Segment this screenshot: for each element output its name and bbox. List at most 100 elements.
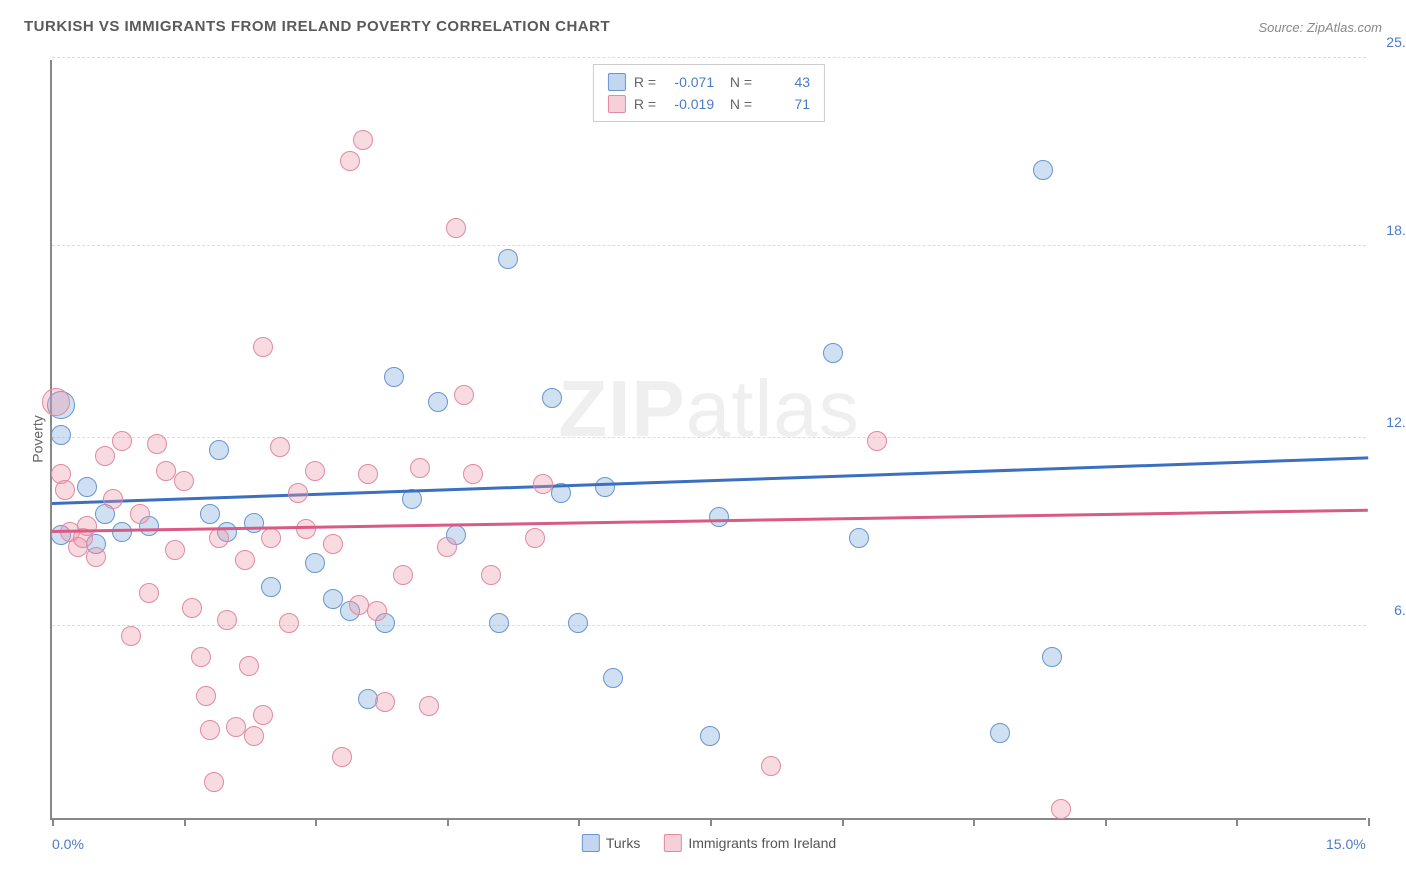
x-tick: [1105, 818, 1107, 826]
gridline-horizontal: [52, 57, 1366, 58]
data-point: [209, 440, 229, 460]
data-point: [1033, 160, 1053, 180]
data-point: [51, 425, 71, 445]
y-tick-label: 18.8%: [1386, 222, 1406, 238]
data-point: [200, 720, 220, 740]
data-point: [489, 613, 509, 633]
data-point: [239, 656, 259, 676]
data-point: [419, 696, 439, 716]
data-point: [761, 756, 781, 776]
legend-item: Immigrants from Ireland: [664, 834, 836, 852]
x-tick: [973, 818, 975, 826]
legend-row: R = -0.071 N = 43: [608, 71, 810, 93]
data-point: [55, 480, 75, 500]
legend-label: Immigrants from Ireland: [688, 835, 836, 851]
gridline-horizontal: [52, 437, 1366, 438]
data-point: [103, 489, 123, 509]
legend-label: Turks: [606, 835, 640, 851]
data-point: [165, 540, 185, 560]
data-point: [867, 431, 887, 451]
data-point: [428, 392, 448, 412]
data-point: [42, 388, 70, 416]
data-point: [147, 434, 167, 454]
legend-n-value: 43: [762, 74, 810, 90]
legend-swatch-blue: [608, 73, 626, 91]
data-point: [217, 610, 237, 630]
data-point: [191, 647, 211, 667]
legend-r-label: R =: [634, 74, 656, 90]
data-point: [990, 723, 1010, 743]
data-point: [261, 528, 281, 548]
data-point: [849, 528, 869, 548]
data-point: [279, 613, 299, 633]
legend-n-value: 71: [762, 96, 810, 112]
trend-line: [52, 457, 1368, 505]
data-point: [77, 516, 97, 536]
data-point: [410, 458, 430, 478]
source-attribution: Source: ZipAtlas.com: [1258, 20, 1382, 35]
legend-swatch-pink: [608, 95, 626, 113]
data-point: [437, 537, 457, 557]
data-point: [393, 565, 413, 585]
data-point: [367, 601, 387, 621]
data-point: [174, 471, 194, 491]
data-point: [112, 431, 132, 451]
legend-swatch-blue: [582, 834, 600, 852]
data-point: [700, 726, 720, 746]
data-point: [568, 613, 588, 633]
data-point: [139, 583, 159, 603]
correlation-legend: R = -0.071 N = 43 R = -0.019 N = 71: [593, 64, 825, 122]
data-point: [533, 474, 553, 494]
data-point: [323, 534, 343, 554]
data-point: [121, 626, 141, 646]
data-point: [305, 553, 325, 573]
data-point: [182, 598, 202, 618]
data-point: [542, 388, 562, 408]
data-point: [200, 504, 220, 524]
legend-r-value: -0.071: [666, 74, 714, 90]
data-point: [454, 385, 474, 405]
x-tick: [1236, 818, 1238, 826]
x-tick: [184, 818, 186, 826]
legend-item: Turks: [582, 834, 640, 852]
data-point: [323, 589, 343, 609]
x-tick: [710, 818, 712, 826]
data-point: [332, 747, 352, 767]
chart-title: TURKISH VS IMMIGRANTS FROM IRELAND POVER…: [24, 18, 610, 35]
data-point: [296, 519, 316, 539]
data-point: [77, 477, 97, 497]
x-tick: [578, 818, 580, 826]
data-point: [204, 772, 224, 792]
data-point: [235, 550, 255, 570]
series-legend: Turks Immigrants from Ireland: [582, 834, 836, 852]
gridline-horizontal: [52, 245, 1366, 246]
data-point: [595, 477, 615, 497]
x-tick: [315, 818, 317, 826]
y-axis-label: Poverty: [30, 415, 46, 462]
watermark: ZIPatlas: [558, 363, 859, 455]
legend-swatch-pink: [664, 834, 682, 852]
data-point: [244, 513, 264, 533]
data-point: [358, 464, 378, 484]
x-tick: [447, 818, 449, 826]
y-tick-label: 6.3%: [1394, 602, 1406, 618]
data-point: [112, 522, 132, 542]
x-tick: [52, 818, 54, 826]
data-point: [340, 151, 360, 171]
data-point: [305, 461, 325, 481]
legend-r-label: R =: [634, 96, 656, 112]
y-tick-label: 25.0%: [1386, 34, 1406, 50]
y-tick-label: 12.5%: [1386, 414, 1406, 430]
x-tick-label: 0.0%: [52, 836, 84, 852]
legend-n-label: N =: [722, 96, 752, 112]
data-point: [463, 464, 483, 484]
data-point: [130, 504, 150, 524]
data-point: [481, 565, 501, 585]
data-point: [86, 547, 106, 567]
data-point: [823, 343, 843, 363]
data-point: [498, 249, 518, 269]
data-point: [196, 686, 216, 706]
data-point: [709, 507, 729, 527]
data-point: [446, 218, 466, 238]
chart-plot-area: ZIPatlas Poverty R = -0.071 N = 43 R = -…: [50, 60, 1366, 820]
